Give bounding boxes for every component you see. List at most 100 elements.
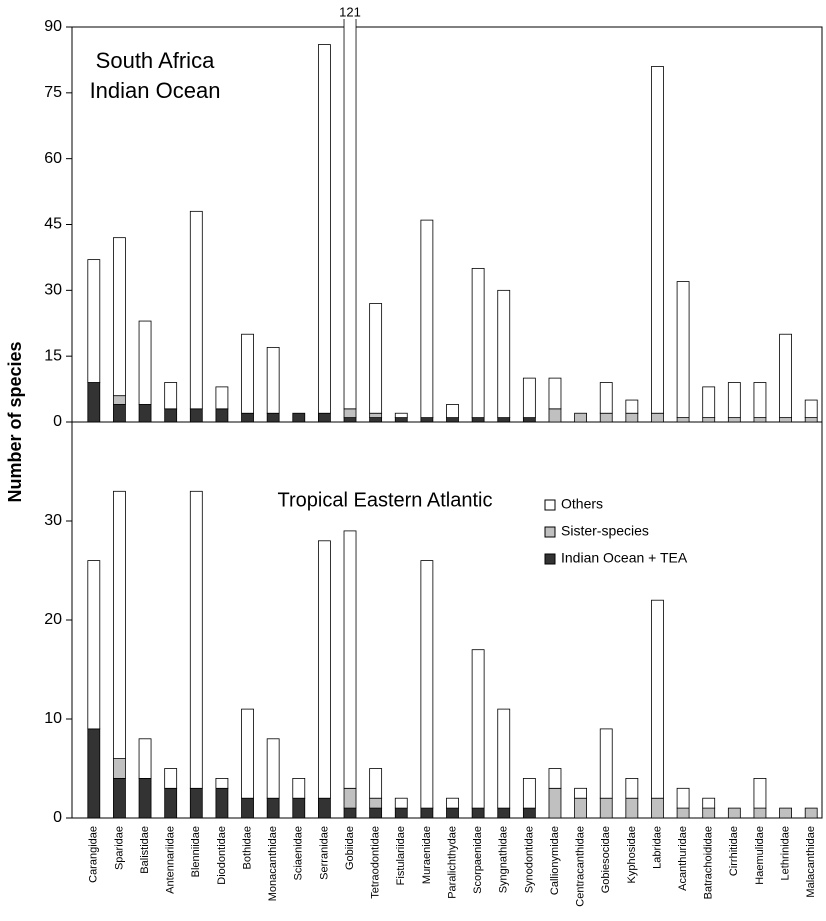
bar-segment: [574, 412, 588, 422]
bar-segment: [215, 408, 229, 422]
x-tick-label: Bothidae: [241, 826, 253, 869]
bar-segment: [189, 408, 203, 422]
bar-segment: [522, 377, 536, 419]
y-tick-label: 75: [44, 84, 62, 101]
bar-segment: [113, 237, 126, 397]
bar-segment: [804, 417, 818, 422]
bar-segment: [343, 787, 357, 809]
bar-segment: [727, 807, 741, 819]
bar-segment: [753, 778, 767, 809]
bar-segment: [369, 797, 383, 809]
bar-segment: [727, 417, 741, 422]
x-tick-label: Sciaenidae: [293, 826, 305, 880]
x-tick-label: Diodontidae: [216, 826, 228, 885]
panel-title: Tropical Eastern Atlantic: [278, 489, 493, 511]
bar-segment: [138, 320, 152, 405]
bar-segment: [138, 738, 152, 779]
bar-segment: [138, 778, 152, 819]
bar-segment: [164, 787, 178, 819]
bar-segment: [779, 333, 792, 419]
x-tick-label: Scorpaenidae: [472, 826, 484, 894]
bar-segment: [497, 417, 511, 422]
bar-segment: [369, 412, 383, 419]
bar-segment: [215, 778, 229, 789]
bar-segment: [471, 267, 485, 419]
bar-segment: [548, 787, 562, 819]
y-axis-label: Number of species: [5, 341, 25, 502]
bar-segment: [343, 417, 357, 422]
y-tick-label: 30: [44, 512, 62, 529]
bar-segment: [753, 382, 767, 419]
bar-segment: [241, 412, 254, 422]
bar-segment: [343, 408, 357, 419]
bar-segment: [113, 758, 126, 779]
x-tick-label: Serranidae: [318, 826, 330, 880]
bar-segment: [676, 787, 690, 809]
bar-segment: [369, 303, 383, 414]
bar-segment: [446, 404, 459, 419]
x-tick-label: Balistidae: [139, 826, 151, 874]
bar-segment: [702, 417, 716, 422]
bar-segment: [369, 807, 383, 819]
bar-segment: [702, 386, 716, 419]
annotation: 121: [339, 4, 361, 19]
bar-segment: [394, 417, 408, 422]
bar-segment: [369, 417, 383, 422]
x-tick-label: Batrachoididae: [703, 826, 715, 899]
bar-segment: [87, 560, 101, 730]
bar-segment: [471, 807, 485, 819]
x-tick-label: Carangidae: [88, 826, 100, 883]
x-tick-label: Monacanthidae: [267, 826, 279, 901]
x-tick-label: Malacanthidae: [805, 826, 817, 898]
x-tick-label: Cirrhitidae: [728, 826, 740, 876]
y-tick-label: 60: [44, 150, 62, 167]
bar-segment: [779, 417, 792, 422]
bar-segment: [369, 768, 383, 799]
bar-segment: [420, 560, 434, 809]
bar-segment: [497, 708, 511, 809]
bar-segment: [446, 417, 459, 422]
bar-segment: [394, 807, 408, 819]
y-tick-label: 0: [53, 413, 62, 430]
bars: [87, 19, 818, 422]
bar-segment: [574, 797, 588, 819]
x-tick-label: Muraenidae: [421, 826, 433, 884]
legend-swatch: [544, 553, 556, 565]
bar-segment: [779, 807, 792, 819]
bar-segment: [522, 778, 536, 809]
bar-segment: [266, 738, 280, 799]
bar-segment: [113, 395, 126, 405]
x-tick-label: Kyphosidae: [626, 826, 638, 884]
x-tick-label: Haemulidae: [754, 826, 766, 885]
bar-segment: [548, 768, 562, 789]
bar-segment: [420, 219, 434, 419]
y-tick-label: 0: [53, 809, 62, 826]
bar-segment: [574, 787, 588, 799]
x-tick-label: Sparidae: [113, 826, 125, 870]
bar-segment: [676, 417, 690, 422]
y-tick-label: 10: [44, 710, 62, 727]
bar-segment: [317, 797, 331, 819]
bar-segment: [292, 778, 306, 799]
legend-label: Others: [561, 496, 603, 512]
y-tick-label: 15: [44, 347, 62, 364]
bar-segment: [497, 289, 511, 419]
bar-segment: [343, 807, 357, 819]
bar-segment: [446, 807, 459, 819]
bar-segment: [241, 333, 254, 414]
bar-segment: [292, 797, 306, 819]
bar-segment: [394, 797, 408, 809]
bar-segment: [317, 540, 331, 799]
bar-segment: [676, 281, 690, 419]
bar-segment: [625, 412, 639, 422]
bar-segment: [471, 649, 485, 809]
bar-segment: [625, 797, 639, 819]
bar-segment: [241, 797, 254, 819]
bar-segment: [215, 386, 229, 410]
bar-segment: [189, 490, 203, 789]
bar-segment: [753, 417, 767, 422]
bar-segment: [548, 408, 562, 422]
y-tick-label: 45: [44, 216, 62, 233]
bar-segment: [343, 530, 357, 789]
